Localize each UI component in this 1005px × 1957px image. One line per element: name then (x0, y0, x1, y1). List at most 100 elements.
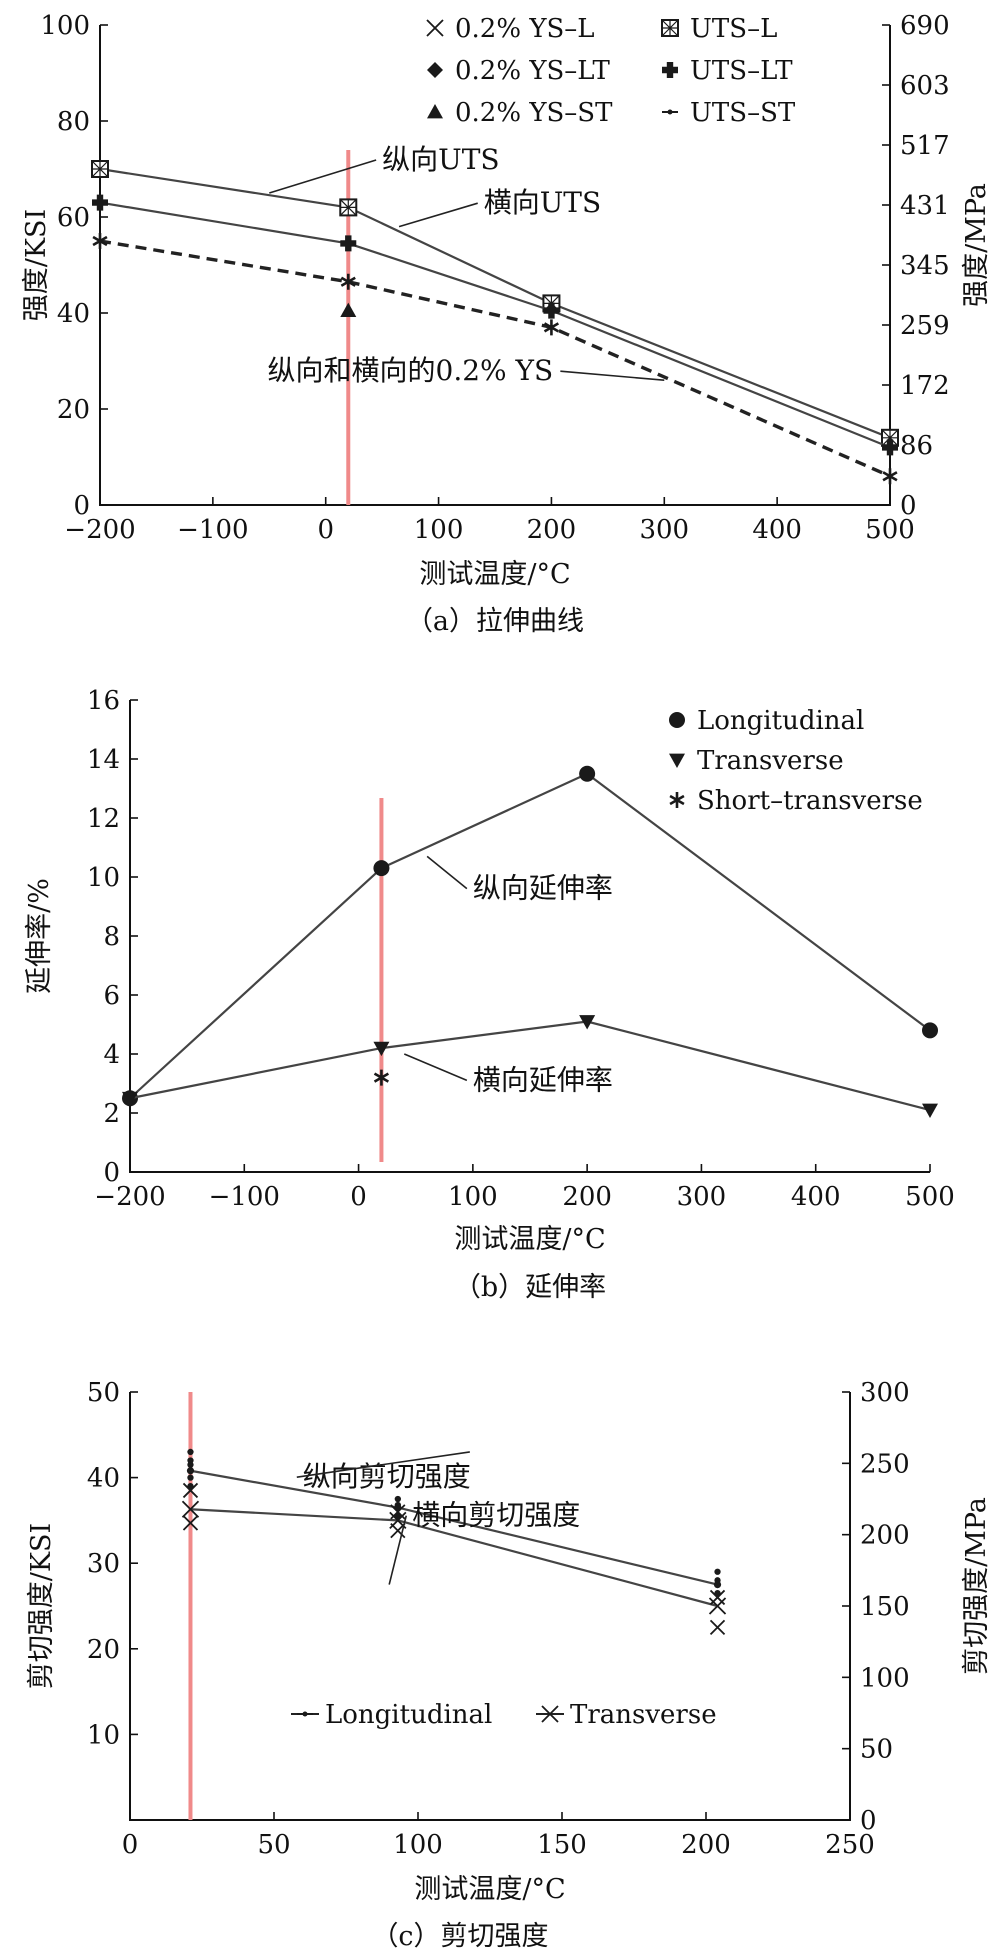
legend-marker (541, 1705, 559, 1723)
y2-tick-label: 259 (900, 311, 950, 341)
annotation: 纵向UTS (382, 143, 499, 176)
y-tick-label: 100 (40, 11, 90, 41)
data-point (882, 439, 898, 456)
x-tick-label: 200 (681, 1830, 731, 1860)
y2-tick-label: 200 (860, 1521, 910, 1551)
data-point (187, 1461, 194, 1468)
x-tick-label: −200 (64, 515, 135, 545)
annotation: 横向剪切强度 (412, 1499, 580, 1532)
y2-tick-label: 250 (860, 1449, 910, 1479)
data-point (92, 194, 108, 211)
chart-panel-1: −200 −100 0 100 200 300 400 5000204060801000861… (21, 11, 992, 637)
x-tick-label: 50 (257, 1830, 290, 1860)
data-point (373, 1069, 390, 1086)
annotation-leader (388, 1515, 408, 1585)
data-point (181, 1500, 200, 1518)
legend-marker-dot (667, 109, 673, 115)
annotation-leader (560, 370, 665, 381)
legend-marker (662, 62, 678, 78)
data-point (187, 1448, 194, 1456)
data-point (373, 860, 390, 877)
y-tick-label: 0 (73, 491, 90, 521)
data-point (882, 468, 898, 485)
data-point (543, 319, 560, 336)
y-tick-label: 16 (87, 686, 120, 716)
x-tick-label: 300 (639, 515, 689, 545)
data-point (92, 233, 108, 249)
legend-label: UTS–LT (690, 56, 793, 86)
y-tick-label: 40 (57, 299, 90, 329)
y-tick-label: 0 (103, 1158, 120, 1188)
data-point-detail (881, 429, 899, 447)
data-point (187, 1474, 194, 1481)
annotation-leader (269, 159, 377, 194)
data-point (579, 765, 596, 782)
legend-label: Short–transverse (697, 786, 923, 816)
legend-label: UTS–L (690, 14, 777, 44)
legend-marker (669, 712, 685, 728)
y-tick-label: 50 (87, 1378, 120, 1408)
legend-label: UTS–ST (690, 98, 796, 128)
x-tick-label: −100 (209, 1182, 280, 1212)
y-tick-label: 4 (103, 1040, 120, 1070)
legend-marker-detail (661, 19, 679, 37)
y-axis-label: 剪切强度/KSI (26, 1523, 57, 1689)
legend-label: 0.2% YS–ST (455, 98, 613, 128)
y-tick-label: 80 (57, 107, 90, 137)
series-line-Longitudinal (129, 772, 931, 1100)
data-point (122, 1091, 138, 1107)
legend-label: 0.2% YS–L (455, 14, 595, 44)
y2-axis-label: 强度/MPa (961, 183, 992, 307)
y2-tick-label: 172 (900, 371, 950, 401)
data-point (543, 302, 560, 319)
legend-marker-dot (302, 1711, 308, 1717)
y-tick-label: 10 (87, 863, 120, 893)
data-point-detail (339, 198, 357, 216)
data-point (340, 235, 357, 252)
panel-caption: （c）剪切强度 (371, 1921, 548, 1952)
legend-label: Longitudinal (697, 706, 864, 736)
series-line-UTS–LT (99, 201, 891, 449)
chart-panel-3: 0 50 100 150 200 250 10 20 30 40 50 0 50 100 150 200 250… (26, 1378, 992, 1952)
y-tick-label: 10 (87, 1720, 120, 1750)
y-axis-label: 强度/KSI (21, 209, 52, 321)
plot-axes (129, 1392, 851, 1821)
y-tick-label: 60 (57, 203, 90, 233)
annotation-leader (426, 855, 468, 890)
legend-marker (427, 62, 443, 78)
x-tick-label: 400 (791, 1182, 841, 1212)
legend-marker (669, 792, 685, 808)
x-tick-label: 100 (393, 1830, 443, 1860)
y-tick-label: 40 (87, 1464, 120, 1494)
x-tick-label: 500 (905, 1182, 955, 1212)
y2-tick-label: 690 (900, 11, 950, 41)
x-tick-label: 0 (350, 1182, 367, 1212)
legend-label: Transverse (697, 746, 844, 776)
y-tick-label: 20 (87, 1635, 120, 1665)
legend-label: 0.2% YS–LT (455, 56, 610, 86)
x-axis-label: 测试温度/°C (414, 1874, 565, 1905)
annotation: 横向UTS (484, 186, 601, 219)
data-point (340, 302, 357, 317)
y2-tick-label: 603 (900, 71, 950, 101)
x-tick-label: 0 (317, 515, 334, 545)
data-point (708, 1597, 727, 1615)
annotation: 横向延伸率 (473, 1063, 613, 1096)
annotation: 纵向剪切强度 (303, 1460, 471, 1493)
data-point (186, 1467, 195, 1475)
x-tick-label: 0 (122, 1830, 139, 1860)
y-tick-label: 30 (87, 1549, 120, 1579)
data-point (182, 1482, 199, 1499)
x-tick-label: 100 (414, 515, 464, 545)
x-tick-label: −200 (94, 1182, 165, 1212)
annotation: 纵向延伸率 (473, 872, 613, 905)
data-point (922, 1103, 938, 1119)
y2-tick-label: 0 (860, 1806, 877, 1836)
x-axis-label: 测试温度/°C (419, 559, 570, 590)
y2-tick-label: 517 (900, 131, 950, 161)
series-line-Transverse (129, 1020, 931, 1112)
data-point (709, 1619, 726, 1636)
y-tick-label: 20 (57, 395, 90, 425)
y2-tick-label: 300 (860, 1378, 910, 1408)
